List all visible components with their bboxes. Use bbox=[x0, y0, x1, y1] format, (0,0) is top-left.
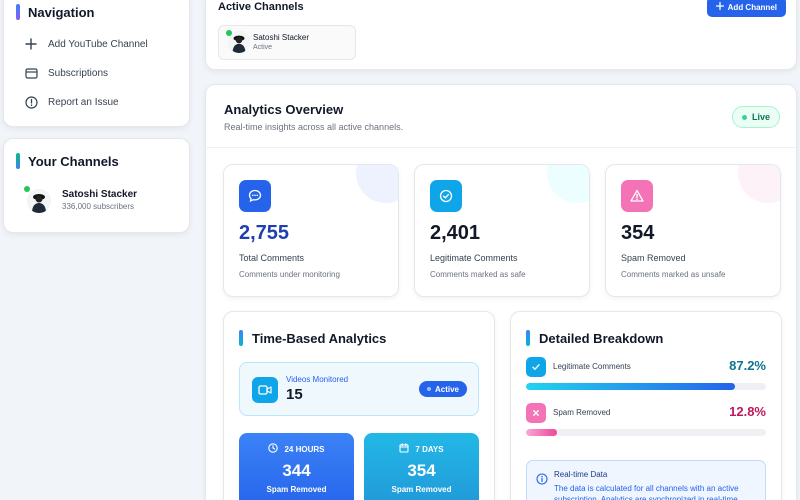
time-card-header: 7 DAYS bbox=[364, 443, 479, 455]
breakdown-percent: 87.2% bbox=[729, 358, 766, 373]
clock-icon bbox=[268, 443, 279, 455]
active-label: Active bbox=[434, 384, 459, 394]
alert-circle-icon bbox=[24, 95, 38, 109]
realtime-info-title: Real-time Data bbox=[554, 470, 608, 479]
header-divider bbox=[206, 147, 796, 148]
check-icon bbox=[526, 357, 546, 377]
add-channel-label: Add Channel bbox=[727, 2, 777, 12]
channel-name: Satoshi Stacker bbox=[62, 189, 138, 200]
time-card-header: 24 HOURS bbox=[239, 443, 354, 455]
stat-label: Spam Removed bbox=[621, 253, 686, 263]
stat-card-total-comments: 2,755 Total Comments Comments under moni… bbox=[223, 164, 399, 297]
videos-monitored-value: 15 bbox=[286, 386, 303, 403]
live-badge: Live bbox=[731, 106, 780, 128]
videos-monitored-label: Videos Monitored bbox=[286, 375, 349, 384]
time-card-period: 7 DAYS bbox=[415, 444, 444, 454]
panel-header: Detailed Breakdown bbox=[526, 330, 663, 346]
live-label: Live bbox=[751, 112, 770, 122]
realtime-info-box: Real-time Data The data is calculated fo… bbox=[526, 460, 766, 500]
breakdown-progress-track bbox=[526, 383, 766, 390]
navigation-header: Navigation bbox=[16, 4, 94, 20]
chip-channel-name: Satoshi Stacker bbox=[253, 33, 310, 42]
navigation-card: Navigation Add YouTube Channel Subscript… bbox=[3, 0, 190, 127]
time-card-label: Spam Removed bbox=[391, 485, 452, 494]
breakdown-label: Spam Removed bbox=[553, 408, 611, 417]
nav-item-report-issue[interactable]: Report an Issue bbox=[24, 95, 119, 109]
active-channels-title: Active Channels bbox=[218, 1, 304, 13]
plus-icon bbox=[24, 37, 38, 51]
channel-avatar bbox=[27, 189, 51, 213]
panel-title: Detailed Breakdown bbox=[539, 330, 664, 346]
stat-value: 2,755 bbox=[239, 222, 290, 244]
panel-accent-bar bbox=[239, 330, 243, 346]
breakdown-percent: 12.8% bbox=[729, 404, 766, 419]
decorative-blob bbox=[547, 165, 589, 203]
info-icon bbox=[536, 472, 548, 490]
your-channels-card: Your Channels Satoshi Stacker 336,000 su… bbox=[3, 138, 190, 233]
breakdown-label: Legitimate Comments bbox=[553, 362, 631, 371]
stat-label: Legitimate Comments bbox=[430, 253, 518, 263]
nav-item-label: Report an Issue bbox=[48, 96, 119, 108]
active-dot bbox=[426, 387, 431, 391]
realtime-info-text: The data is calculated for all channels … bbox=[554, 484, 740, 500]
navigation-accent-bar bbox=[16, 4, 20, 20]
analytics-overview-card: Analytics Overview Real-time insights ac… bbox=[205, 84, 797, 500]
detailed-breakdown-panel: Detailed Breakdown Legitimate Comments 8… bbox=[510, 311, 782, 500]
time-card-value: 344 bbox=[282, 461, 311, 480]
add-channel-button[interactable]: Add Channel bbox=[706, 0, 786, 17]
check-circle-icon bbox=[430, 180, 462, 212]
your-channels-header: Your Channels bbox=[16, 153, 119, 169]
video-icon bbox=[252, 377, 278, 403]
videos-monitored-box: Videos Monitored 15 Active bbox=[239, 362, 479, 416]
nav-item-subscriptions[interactable]: Subscriptions bbox=[24, 66, 108, 80]
channel-list-item[interactable]: Satoshi Stacker 336,000 subscribers bbox=[24, 183, 184, 217]
panel-title: Time-Based Analytics bbox=[252, 330, 387, 346]
nav-item-add-channel[interactable]: Add YouTube Channel bbox=[24, 37, 148, 51]
stat-value: 2,401 bbox=[430, 222, 481, 244]
active-channels-card: Active Channels Add Channel Satoshi Stac… bbox=[205, 0, 797, 70]
live-dot bbox=[741, 114, 747, 120]
channels-accent-bar bbox=[16, 153, 20, 169]
nav-item-label: Subscriptions bbox=[48, 67, 109, 79]
your-channels-title: Your Channels bbox=[28, 153, 119, 169]
decorative-blob bbox=[356, 165, 398, 203]
chip-channel-status: Active bbox=[253, 44, 273, 51]
active-badge: Active bbox=[418, 381, 467, 397]
stat-sublabel: Comments marked as safe bbox=[430, 270, 526, 279]
analytics-title: Analytics Overview bbox=[224, 102, 344, 117]
stat-label: Total Comments bbox=[239, 253, 305, 263]
channel-subscribers: 336,000 subscribers bbox=[62, 202, 135, 211]
navigation-title: Navigation bbox=[28, 4, 95, 20]
active-channel-chip[interactable]: Satoshi Stacker Active bbox=[218, 25, 356, 60]
breakdown-progress-fill bbox=[526, 429, 557, 436]
plus-icon bbox=[715, 1, 724, 12]
calendar-icon bbox=[399, 443, 409, 455]
channel-avatar bbox=[228, 31, 250, 53]
time-card-period: 24 HOURS bbox=[284, 444, 325, 454]
warning-icon bbox=[621, 180, 653, 212]
stat-sublabel: Comments marked as unsafe bbox=[621, 270, 726, 279]
stat-sublabel: Comments under monitoring bbox=[239, 270, 340, 279]
time-card-24-hours: 24 HOURS 344 Spam Removed bbox=[239, 433, 354, 500]
nav-item-label: Add YouTube Channel bbox=[48, 38, 148, 50]
time-card-label: Spam Removed bbox=[266, 485, 327, 494]
stat-value: 354 bbox=[621, 222, 655, 244]
card-icon bbox=[24, 66, 38, 80]
panel-header: Time-Based Analytics bbox=[239, 330, 386, 346]
breakdown-progress-fill bbox=[526, 383, 736, 390]
stat-card-legitimate-comments: 2,401 Legitimate Comments Comments marke… bbox=[414, 164, 590, 297]
x-icon bbox=[526, 403, 546, 423]
time-card-7-days: 7 DAYS 354 Spam Removed bbox=[364, 433, 479, 500]
online-status-dot bbox=[226, 30, 232, 36]
analytics-subtitle: Real-time insights across all active cha… bbox=[224, 122, 404, 132]
online-status-dot bbox=[24, 186, 30, 192]
breakdown-progress-track bbox=[526, 429, 766, 436]
chat-icon bbox=[239, 180, 271, 212]
time-based-analytics-panel: Time-Based Analytics Videos Monitored 15… bbox=[223, 311, 495, 500]
panel-accent-bar bbox=[526, 330, 530, 346]
stat-card-spam-removed: 354 Spam Removed Comments marked as unsa… bbox=[605, 164, 781, 297]
time-card-value: 354 bbox=[407, 461, 436, 480]
decorative-blob bbox=[738, 165, 780, 203]
